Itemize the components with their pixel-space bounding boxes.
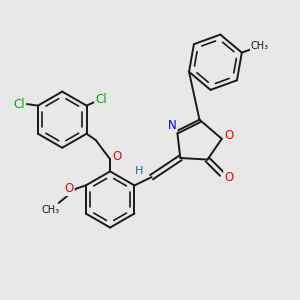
Text: Cl: Cl <box>14 98 25 110</box>
Text: O: O <box>224 171 233 184</box>
Text: H: H <box>135 166 144 176</box>
Text: O: O <box>224 129 233 142</box>
Text: Cl: Cl <box>95 93 107 106</box>
Text: O: O <box>64 182 74 195</box>
Text: CH₃: CH₃ <box>42 205 60 215</box>
Text: CH₃: CH₃ <box>251 41 269 51</box>
Text: N: N <box>168 118 177 132</box>
Text: O: O <box>112 150 122 163</box>
